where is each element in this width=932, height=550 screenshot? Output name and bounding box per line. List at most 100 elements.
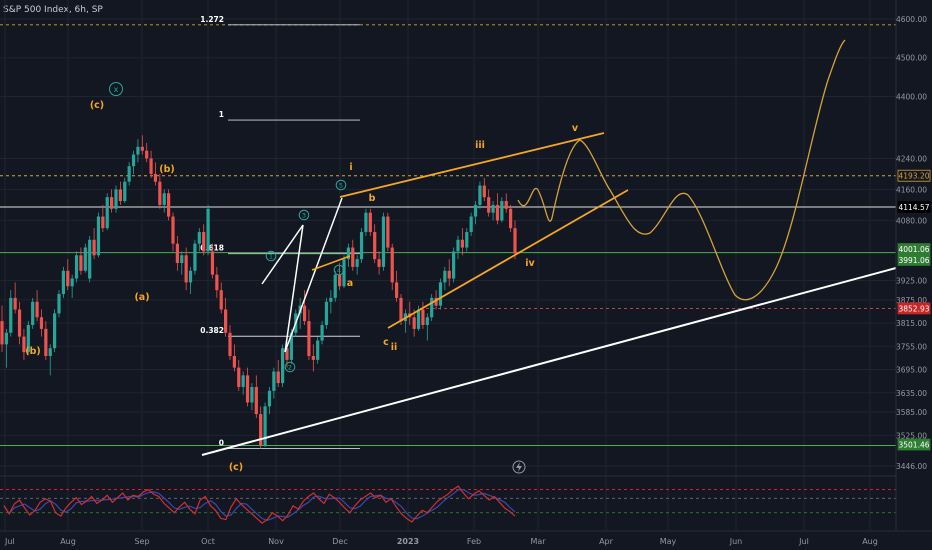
price-tag-text-2: 4001.06 (898, 245, 929, 254)
time-label-6: 2023 (397, 537, 419, 546)
time-label-7: Feb (467, 537, 481, 546)
candle-26 (114, 185, 118, 213)
wave-label-7: c (383, 337, 389, 348)
candle-body-5 (22, 336, 26, 353)
time-label-3: Oct (201, 537, 215, 546)
candle-33 (145, 142, 149, 163)
candle-body-3 (13, 297, 17, 310)
price-tick-12: 3585.00 (896, 408, 927, 417)
candle-body-105 (460, 239, 464, 248)
circled-text-4: 4 (337, 267, 341, 275)
candle-body-112 (491, 204, 495, 213)
wave-label-10: iv (525, 258, 535, 269)
candle-23 (101, 204, 105, 233)
wave-a-line (311, 255, 351, 271)
candle-89 (390, 243, 394, 291)
price-tick-2: 4400.00 (896, 92, 927, 101)
candle-body-71 (311, 355, 315, 360)
candle-83 (364, 208, 368, 236)
candle-body-17 (74, 255, 79, 279)
candle-75 (329, 290, 333, 314)
candle-2 (9, 290, 13, 337)
candle-body-2 (9, 297, 13, 333)
price-tag-text-1: 4114.57 (898, 203, 929, 212)
candle-25 (110, 189, 114, 213)
price-tag-text-4: 3852.93 (898, 304, 929, 313)
candle-body-73 (320, 325, 324, 341)
time-label-8: Mar (530, 537, 546, 546)
price-axis: 4600.00 4500.00 4400.00 4240.00 4160.00 4080.… (895, 0, 932, 530)
price-tick-1: 4500.00 (896, 54, 927, 63)
candle-body-12 (53, 313, 57, 349)
candle-body-11 (48, 348, 52, 356)
candle-92 (403, 309, 407, 333)
candle-84 (368, 208, 372, 236)
candle-body-70 (307, 321, 311, 356)
circled-ring-1 (265, 250, 277, 262)
lightning-bolt (516, 462, 522, 472)
candle-81 (355, 255, 359, 275)
candle-body-13 (57, 294, 61, 314)
time-label-11: Jun (729, 537, 743, 546)
candle-body-43 (188, 270, 193, 283)
time-label-0: Jul (4, 537, 15, 546)
candle-body-110 (482, 185, 486, 198)
candle-body-42 (184, 255, 188, 283)
candle-body-54 (237, 367, 241, 387)
candle-97 (425, 313, 429, 341)
circled-label-3: 3 (298, 209, 310, 221)
wedge-lower-line (387, 189, 629, 329)
candle-body-102 (447, 270, 451, 279)
candle-39 (171, 212, 175, 252)
circled-ring-0 (109, 82, 123, 96)
candle-body-49 (215, 274, 219, 291)
candle-114 (500, 197, 504, 223)
price-tag-text-3: 3991.06 (898, 256, 929, 265)
candle-82 (359, 228, 364, 264)
candle-4 (17, 301, 22, 345)
candle-body-74 (324, 301, 329, 326)
candle-body-33 (145, 150, 149, 159)
candle-57 (250, 383, 254, 411)
candle-41 (180, 251, 184, 275)
candle-69 (302, 290, 307, 326)
candle-body-19 (83, 247, 87, 271)
price-tick-14: 3446.00 (896, 462, 927, 471)
price-tick-4: 4160.00 (896, 185, 927, 194)
candle-9 (39, 309, 44, 337)
circled-ring-5 (335, 179, 347, 191)
symbol-label: S&P 500 Index, 6h, SP (3, 5, 103, 15)
candle-body-39 (171, 216, 175, 244)
candle-body-99 (434, 297, 438, 306)
candle-body-60 (263, 406, 267, 446)
time-axis: Jul Aug Sep Oct Nov Dec 2023 Feb Mar Apr May Jun Jul… (0, 530, 932, 550)
candle-body-36 (158, 181, 162, 205)
time-label-5: Dec (332, 537, 347, 546)
wave-label-1: (b) (159, 164, 174, 175)
candle-63 (276, 359, 280, 387)
fib-label-4: 0 (219, 439, 224, 448)
candle-105 (460, 228, 464, 256)
rsi-line (3, 485, 516, 524)
candle-body-85 (373, 232, 377, 260)
price-tick-6: 3925.00 (896, 276, 927, 285)
wave-label-8: iii (475, 140, 485, 151)
candle-body-116 (509, 208, 513, 229)
price-tick-10: 3695.00 (896, 366, 927, 375)
candle-71 (311, 344, 315, 372)
circled-text-5: 5 (339, 182, 343, 190)
wave-label-2: (a) (134, 292, 149, 303)
candle-111 (487, 189, 491, 217)
candle-46 (202, 224, 206, 256)
candle-body-27 (118, 189, 122, 202)
lightning-ring (512, 460, 526, 474)
circled-ring-3 (298, 209, 310, 221)
candle-115 (504, 193, 508, 213)
candle-29 (127, 162, 131, 186)
circled-text-2: 2 (288, 364, 292, 372)
wedge-upper-line (339, 132, 605, 198)
candle-113 (495, 193, 500, 225)
candle-body-84 (368, 212, 372, 233)
candle-13 (57, 290, 61, 318)
